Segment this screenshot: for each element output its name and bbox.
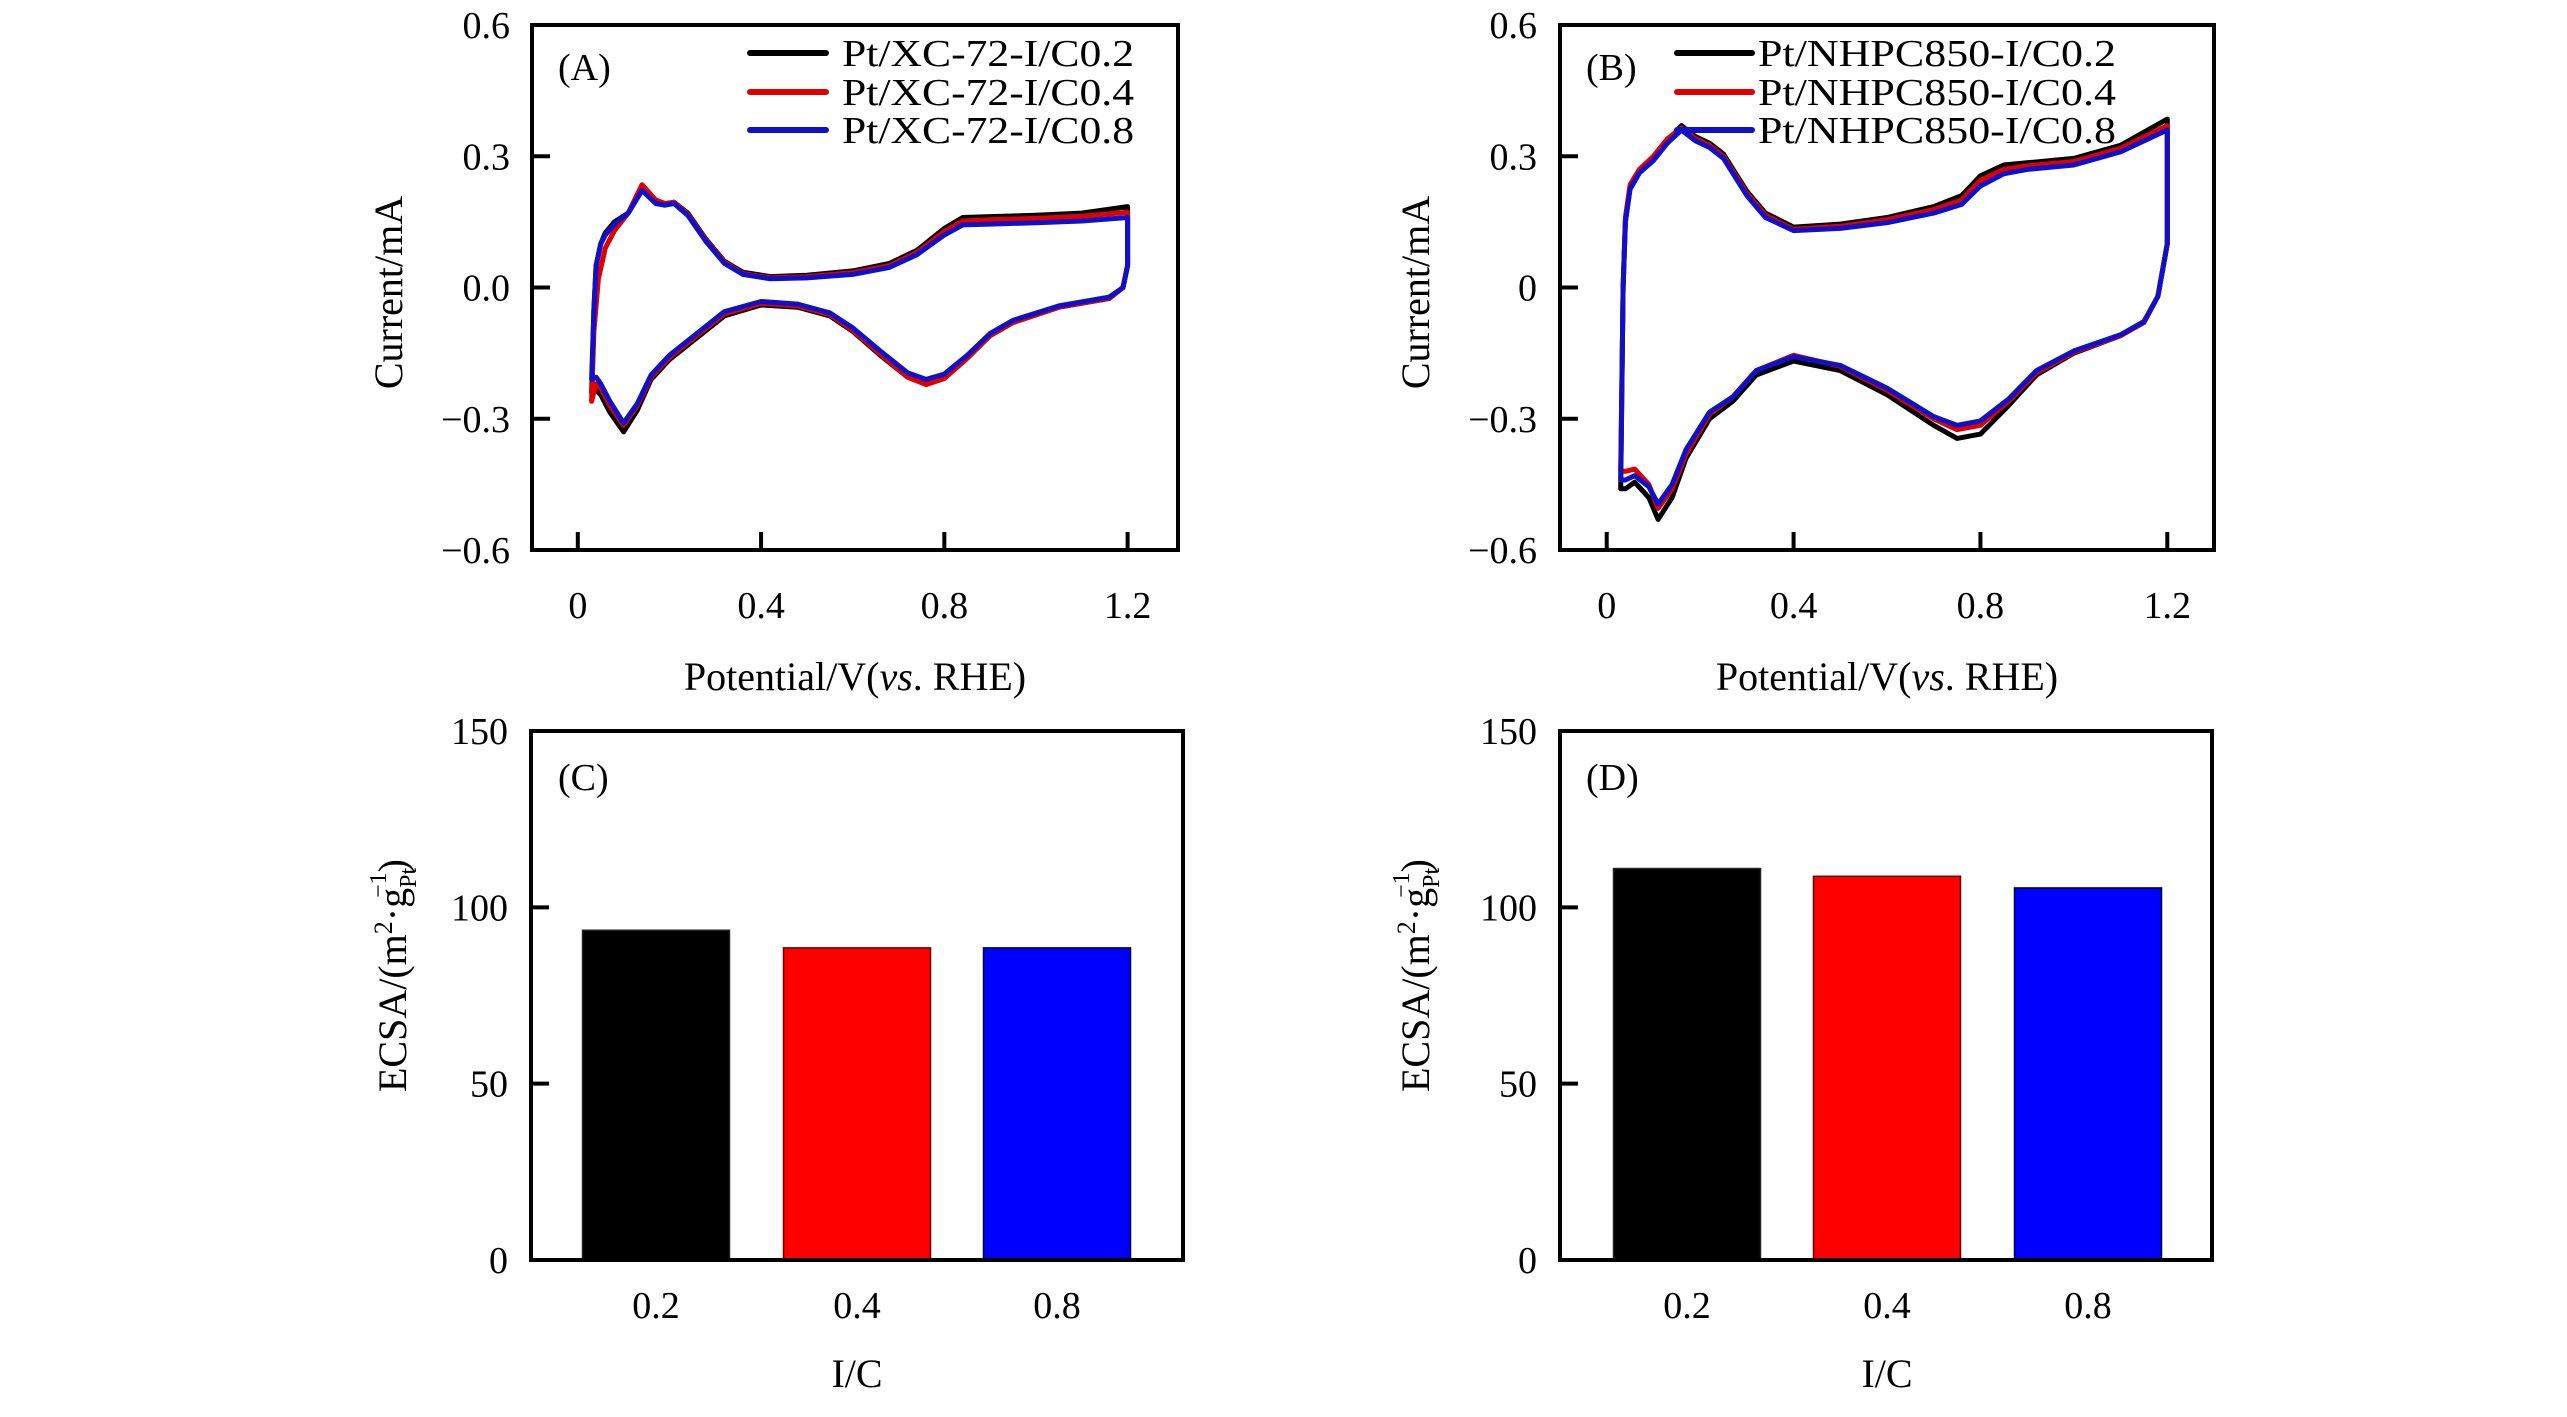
y-tick-label: −0.6 [441, 530, 510, 572]
x-tick-label: 0.8 [1957, 585, 2005, 627]
y-axis-title: Current/mA [1393, 196, 1438, 389]
panel-label: (A) [558, 47, 611, 89]
y-axis-title-main: ECSA/(m [1393, 934, 1438, 1092]
y-tick-label: 150 [451, 711, 508, 753]
bar-0.4 [782, 947, 932, 1261]
y-axis-title-close: ) [1393, 859, 1438, 872]
x-axis-title: I/C [1861, 1351, 1912, 1396]
cv-curve-3 [589, 187, 1131, 426]
x-tick-label: 0.8 [2064, 1285, 2112, 1327]
legend-label: Pt/XC-72-I/C0.8 [842, 110, 1134, 152]
plot-frame [1558, 729, 2214, 1262]
cv-curve-3 [1618, 127, 2170, 507]
y-axis-title-sub: Pt [1419, 868, 1445, 888]
bar-0.8 [2013, 887, 2163, 1261]
y-tick-label: 0.0 [463, 268, 511, 310]
x-axis-title-part: Potential/V( [1716, 654, 1912, 699]
x-axis-title: I/C [831, 1351, 882, 1396]
cv-curve-1 [1618, 116, 2170, 522]
y-tick-label: 0.6 [463, 5, 511, 47]
series-group [1618, 116, 2170, 522]
panel-b: 0 0.4 0.8 1.2 −0.6 −0.3 0 0.3 0.6 Potential/V(vs.… [1393, 5, 2216, 699]
y-tick-label: 0 [1518, 1240, 1537, 1282]
y-axis-title-sup: −1 [366, 872, 392, 898]
y-tick-label: 100 [1480, 887, 1537, 929]
legend-label: Pt/XC-72-I/C0.2 [842, 33, 1134, 75]
y-tick-label: −0.3 [1468, 399, 1537, 441]
y-axis-title-dot: ·g [370, 888, 415, 921]
bar-0.2 [581, 929, 731, 1261]
panel-label: (C) [558, 757, 609, 799]
y-axis-title-sup2: 2 [1392, 921, 1421, 934]
cv-curve-2 [1618, 123, 2170, 511]
y-tick-label: 0.3 [1490, 136, 1538, 178]
x-axis-title-part: Potential/V( [684, 654, 880, 699]
x-tick-label: 0.4 [1770, 585, 1818, 627]
series-group [589, 182, 1131, 435]
y-tick-label: 100 [451, 887, 508, 929]
panel-label: (B) [1586, 47, 1637, 89]
x-tick-label: 0.8 [1033, 1285, 1081, 1327]
x-axis-title-part: vs [1911, 654, 1944, 699]
legend: Pt/XC-72-I/C0.2Pt/XC-72-I/C0.4Pt/XC-72-I… [747, 33, 1134, 152]
legend-label: Pt/XC-72-I/C0.4 [842, 72, 1134, 114]
y-tick-label: 50 [470, 1064, 508, 1106]
x-axis-title-part: . RHE) [913, 654, 1026, 699]
x-tick-label: 0.8 [921, 585, 969, 627]
x-tick-label: 0.2 [1663, 1285, 1711, 1327]
y-axis-title: ECSA/(m2·gPt−1) [1389, 859, 1445, 1092]
y-axis-title-sup: −1 [1389, 872, 1415, 898]
y-axis-title: ECSA/(m2·gPt−1) [366, 859, 422, 1092]
x-tick-label: 0.2 [632, 1285, 680, 1327]
y-tick-label: 50 [1499, 1064, 1537, 1106]
y-tick-label: 0.6 [1490, 5, 1538, 47]
x-tick-label: 0 [568, 585, 587, 627]
x-tick-label: 0.4 [833, 1285, 881, 1327]
x-tick-label: 0.4 [1863, 1285, 1911, 1327]
y-tick-label: 0 [1518, 268, 1537, 310]
y-tick-label: 0.3 [463, 136, 511, 178]
panel-label: (D) [1586, 757, 1639, 799]
y-axis-title-main: ECSA/(m [370, 934, 415, 1092]
panel-c: 0.2 0.4 0.8 0 50 100 150 I/C ECSA/(m2·gPt−1) (C) [366, 711, 1185, 1396]
legend-label: Pt/NHPC850-I/C0.4 [1758, 72, 2116, 114]
y-axis-title-dot: ·g [1393, 888, 1438, 921]
x-tick-label: 0.4 [737, 585, 785, 627]
plot-frame [529, 729, 1185, 1262]
panel-d: 0.2 0.4 0.8 0 50 100 150 I/C ECSA/(m2·gPt−1) (D) [1389, 711, 2214, 1396]
x-tick-label: 1.2 [1104, 585, 1152, 627]
x-axis-title: Potential/V(vs. RHE) [1716, 654, 2058, 699]
legend: Pt/NHPC850-I/C0.2Pt/NHPC850-I/C0.4Pt/NHP… [1674, 33, 2116, 152]
x-tick-label: 0 [1597, 585, 1616, 627]
x-tick-label: 1.2 [2144, 585, 2192, 627]
plot-frame [1558, 23, 2216, 552]
bar-0.8 [982, 947, 1132, 1261]
plot-frame [530, 23, 1180, 552]
x-axis-title: Potential/V(vs. RHE) [684, 654, 1026, 699]
y-axis-title: Current/mA [366, 196, 411, 389]
x-axis-title-part: . RHE) [1945, 654, 2058, 699]
legend-label: Pt/NHPC850-I/C0.2 [1758, 33, 2116, 75]
legend-label: Pt/NHPC850-I/C0.8 [1758, 110, 2116, 152]
bar-0.4 [1812, 875, 1962, 1261]
y-tick-label: 0 [489, 1240, 508, 1282]
y-tick-label: −0.6 [1468, 530, 1537, 572]
y-axis-title-sup2: 2 [369, 921, 398, 934]
y-axis-title-close: ) [370, 859, 415, 872]
bar-0.2 [1612, 867, 1762, 1261]
y-tick-label: −0.3 [441, 399, 510, 441]
x-axis-title-part: vs [879, 654, 912, 699]
y-tick-label: 150 [1480, 711, 1537, 753]
panel-a: 0 0.4 0.8 1.2 −0.6 −0.3 0.0 0.3 0.6 Potential/V(v… [366, 5, 1180, 699]
y-axis-title-sub: Pt [396, 868, 422, 888]
